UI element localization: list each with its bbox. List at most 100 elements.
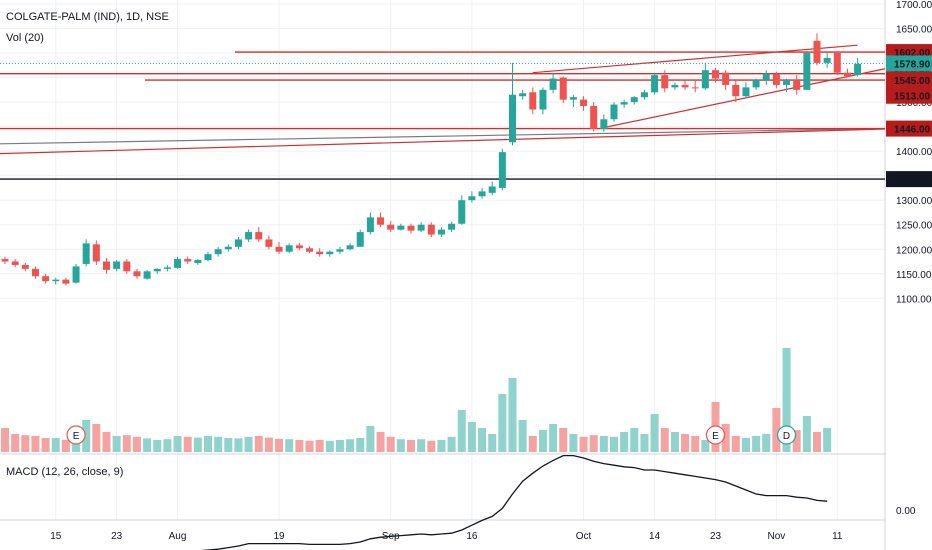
volume-bar [122,435,131,452]
candle-body [336,249,344,252]
candle-body [427,224,435,235]
candle-body [113,261,121,269]
price-badge-1602.00-text: 1602.00 [894,48,931,59]
time-tick-label: 23 [710,531,722,542]
candle-body [580,99,588,107]
volume-bar [731,436,740,452]
volume-bar [376,432,385,452]
price-badge-1446.00 [886,120,932,137]
time-tick-label: 14 [649,531,661,542]
candle-body [854,63,862,76]
candle-body [813,40,821,63]
candle-body [72,266,80,283]
candle-body [397,225,405,230]
candle-body [590,106,598,130]
trend-line [0,127,886,145]
candle-body [62,279,70,284]
volume-bar [620,432,629,452]
candle-body [377,217,385,225]
volume-indicator-label[interactable]: Vol (20) [6,32,44,44]
volume-bar [498,394,507,452]
candle-body [52,279,60,282]
volume-bar [488,434,497,452]
volume-bar [528,436,537,452]
candle-body [843,72,851,77]
macd-pane[interactable] [5,454,828,550]
candle-body [285,245,293,252]
time-tick-label: Oct [576,531,592,542]
candle-body [123,261,131,272]
price-badge-1343.00-text: 1343.00 [894,175,931,186]
time-axis[interactable]: 15 23 Aug 19 Sep 16 Oct 14 23 Nov 11 [50,531,843,542]
volume-bar [792,430,801,452]
candle-body [417,224,425,231]
volume-bar [762,434,771,452]
symbol-title[interactable]: COLGATE-PALM (IND), 1D, NSE [6,11,169,23]
candle-body [600,119,608,130]
volume-bar [285,439,294,452]
price-badge-1545.00-text: 1545.00 [894,76,931,87]
volume-bar [752,436,761,452]
volume-bar [335,440,344,452]
candle-body [630,97,638,103]
candles[interactable] [1,33,862,286]
volume-bar [224,438,233,452]
volume-bar [782,348,791,452]
volume-bar [102,432,111,452]
macd-tick-label: 0.00 [896,506,916,517]
price-tick-label: 1100.00 [896,294,932,305]
volume-bar [183,436,192,452]
price-badge-1545.00 [886,72,932,89]
volume-bar [407,440,415,452]
trend-lines[interactable] [0,44,886,155]
volume-bar [1,428,9,452]
volume-bar [741,438,750,452]
event-marker-E [705,425,726,445]
candle-body [92,244,100,262]
time-tick-label: Sep [382,531,400,542]
volume-bar [295,440,304,452]
volume-bar [92,424,101,452]
horizontal-price-lines[interactable] [0,51,885,180]
volume-bar [193,437,202,452]
candle-body [529,92,537,110]
candle-body [366,217,374,233]
price-tick-label: 1250.00 [896,221,932,232]
trend-line [0,128,886,155]
volume-bar [802,416,811,452]
time-tick-label: 16 [466,531,478,542]
candle-body [387,224,395,230]
candle-body [295,245,303,249]
candle-body [823,57,831,63]
macd-indicator-label[interactable]: MACD (12, 26, close, 9) [6,466,124,478]
candle-body [214,249,222,255]
price-badge-1446.00-text: 1446.00 [894,125,931,136]
price-badge-1513.00-text: 1513.00 [894,92,931,103]
event-marker-D [776,425,797,445]
candle-body [833,53,841,73]
volume-bar [204,436,212,452]
candle-body [722,72,730,85]
volume-bar [518,420,527,452]
price-tick-label: 1200.00 [896,245,932,256]
candle-body [732,84,740,97]
price-badges: 1602.001558.001545.001446.001513.001343.… [886,44,932,188]
candle-body [407,225,415,231]
candle-body [42,276,50,282]
price-tick-label: 1700.00 [896,0,932,11]
price-badge-1513.00 [886,87,932,104]
volume-bar [153,440,162,452]
time-tick-label: 15 [50,531,62,542]
candle-body [793,80,801,90]
candle-body [772,73,780,85]
price-tick-label: 1400.00 [896,147,932,158]
last-price-badge-text: 1578.90 [894,59,931,70]
event-marker-label: E [712,431,719,442]
candle-body [1,259,9,262]
volume-bar [599,436,608,452]
candle-body [306,248,313,252]
macd-line [199,454,828,550]
volume-bar [691,436,700,452]
